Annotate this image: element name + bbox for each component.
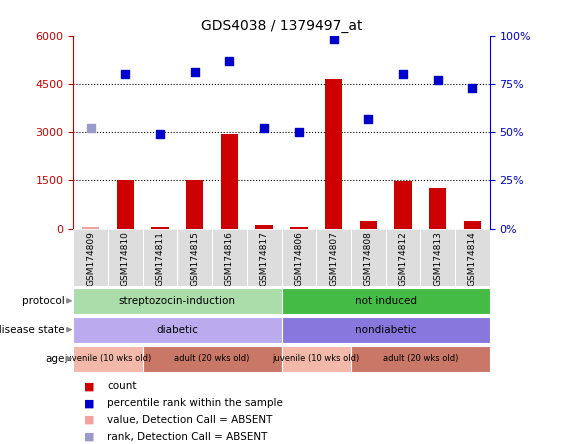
Point (120, 71, 129, 78)
Text: age: age (46, 353, 65, 364)
Text: ■: ■ (84, 432, 95, 442)
Text: GSM174812: GSM174812 (399, 232, 408, 286)
Bar (186, 180, 203, 229)
Bar (256, 225, 273, 229)
Bar (360, 221, 377, 229)
Point (399, 71, 408, 78)
Text: disease state: disease state (0, 325, 65, 335)
Title: GDS4038 / 1379497_at: GDS4038 / 1379497_at (201, 19, 362, 33)
Bar (82, 227, 99, 229)
Text: ■: ■ (84, 415, 95, 425)
Text: GSM174806: GSM174806 (294, 232, 303, 286)
Text: adult (20 wks old): adult (20 wks old) (175, 354, 250, 363)
Text: diabetic: diabetic (157, 325, 198, 335)
Point (364, 115, 373, 122)
Bar (394, 181, 412, 229)
Point (329, 36, 338, 43)
Text: streptozocin-induction: streptozocin-induction (119, 296, 236, 306)
Text: ■: ■ (84, 381, 95, 391)
Text: GSM174817: GSM174817 (260, 232, 269, 286)
Text: value, Detection Call = ABSENT: value, Detection Call = ABSENT (107, 415, 272, 425)
Text: juvenile (10 wks old): juvenile (10 wks old) (64, 354, 151, 363)
Bar (464, 221, 481, 229)
Bar (73, 345, 142, 372)
Point (225, 57, 234, 64)
Bar (282, 317, 490, 343)
Text: GSM174814: GSM174814 (468, 232, 477, 286)
Bar (117, 180, 134, 229)
Text: protocol: protocol (22, 296, 65, 306)
Text: not induced: not induced (355, 296, 417, 306)
Bar (73, 317, 282, 343)
Text: GSM174809: GSM174809 (86, 232, 95, 286)
Point (434, 76, 443, 83)
Point (294, 129, 303, 136)
Bar (221, 134, 238, 229)
Bar (290, 227, 307, 229)
Bar (351, 345, 490, 372)
Text: GSM174813: GSM174813 (434, 232, 442, 286)
Text: GSM174815: GSM174815 (190, 232, 199, 286)
Bar (325, 79, 342, 229)
Text: GSM174807: GSM174807 (329, 232, 338, 286)
Point (86, 125, 95, 132)
Bar (282, 345, 351, 372)
Text: GSM174810: GSM174810 (121, 232, 129, 286)
Bar (73, 288, 282, 314)
Point (190, 69, 199, 76)
Text: juvenile (10 wks old): juvenile (10 wks old) (272, 354, 360, 363)
Text: count: count (107, 381, 136, 391)
Text: ■: ■ (84, 398, 95, 408)
Point (260, 125, 269, 132)
Point (468, 84, 477, 91)
Text: nondiabetic: nondiabetic (355, 325, 417, 335)
Bar (429, 188, 446, 229)
Text: GSM174816: GSM174816 (225, 232, 234, 286)
Bar (151, 227, 169, 229)
Text: percentile rank within the sample: percentile rank within the sample (107, 398, 283, 408)
Text: rank, Detection Call = ABSENT: rank, Detection Call = ABSENT (107, 432, 267, 442)
Bar (142, 345, 282, 372)
Text: adult (20 wks old): adult (20 wks old) (383, 354, 458, 363)
Text: GSM174808: GSM174808 (364, 232, 373, 286)
Bar (282, 288, 490, 314)
Point (155, 131, 164, 138)
Text: GSM174811: GSM174811 (155, 232, 164, 286)
